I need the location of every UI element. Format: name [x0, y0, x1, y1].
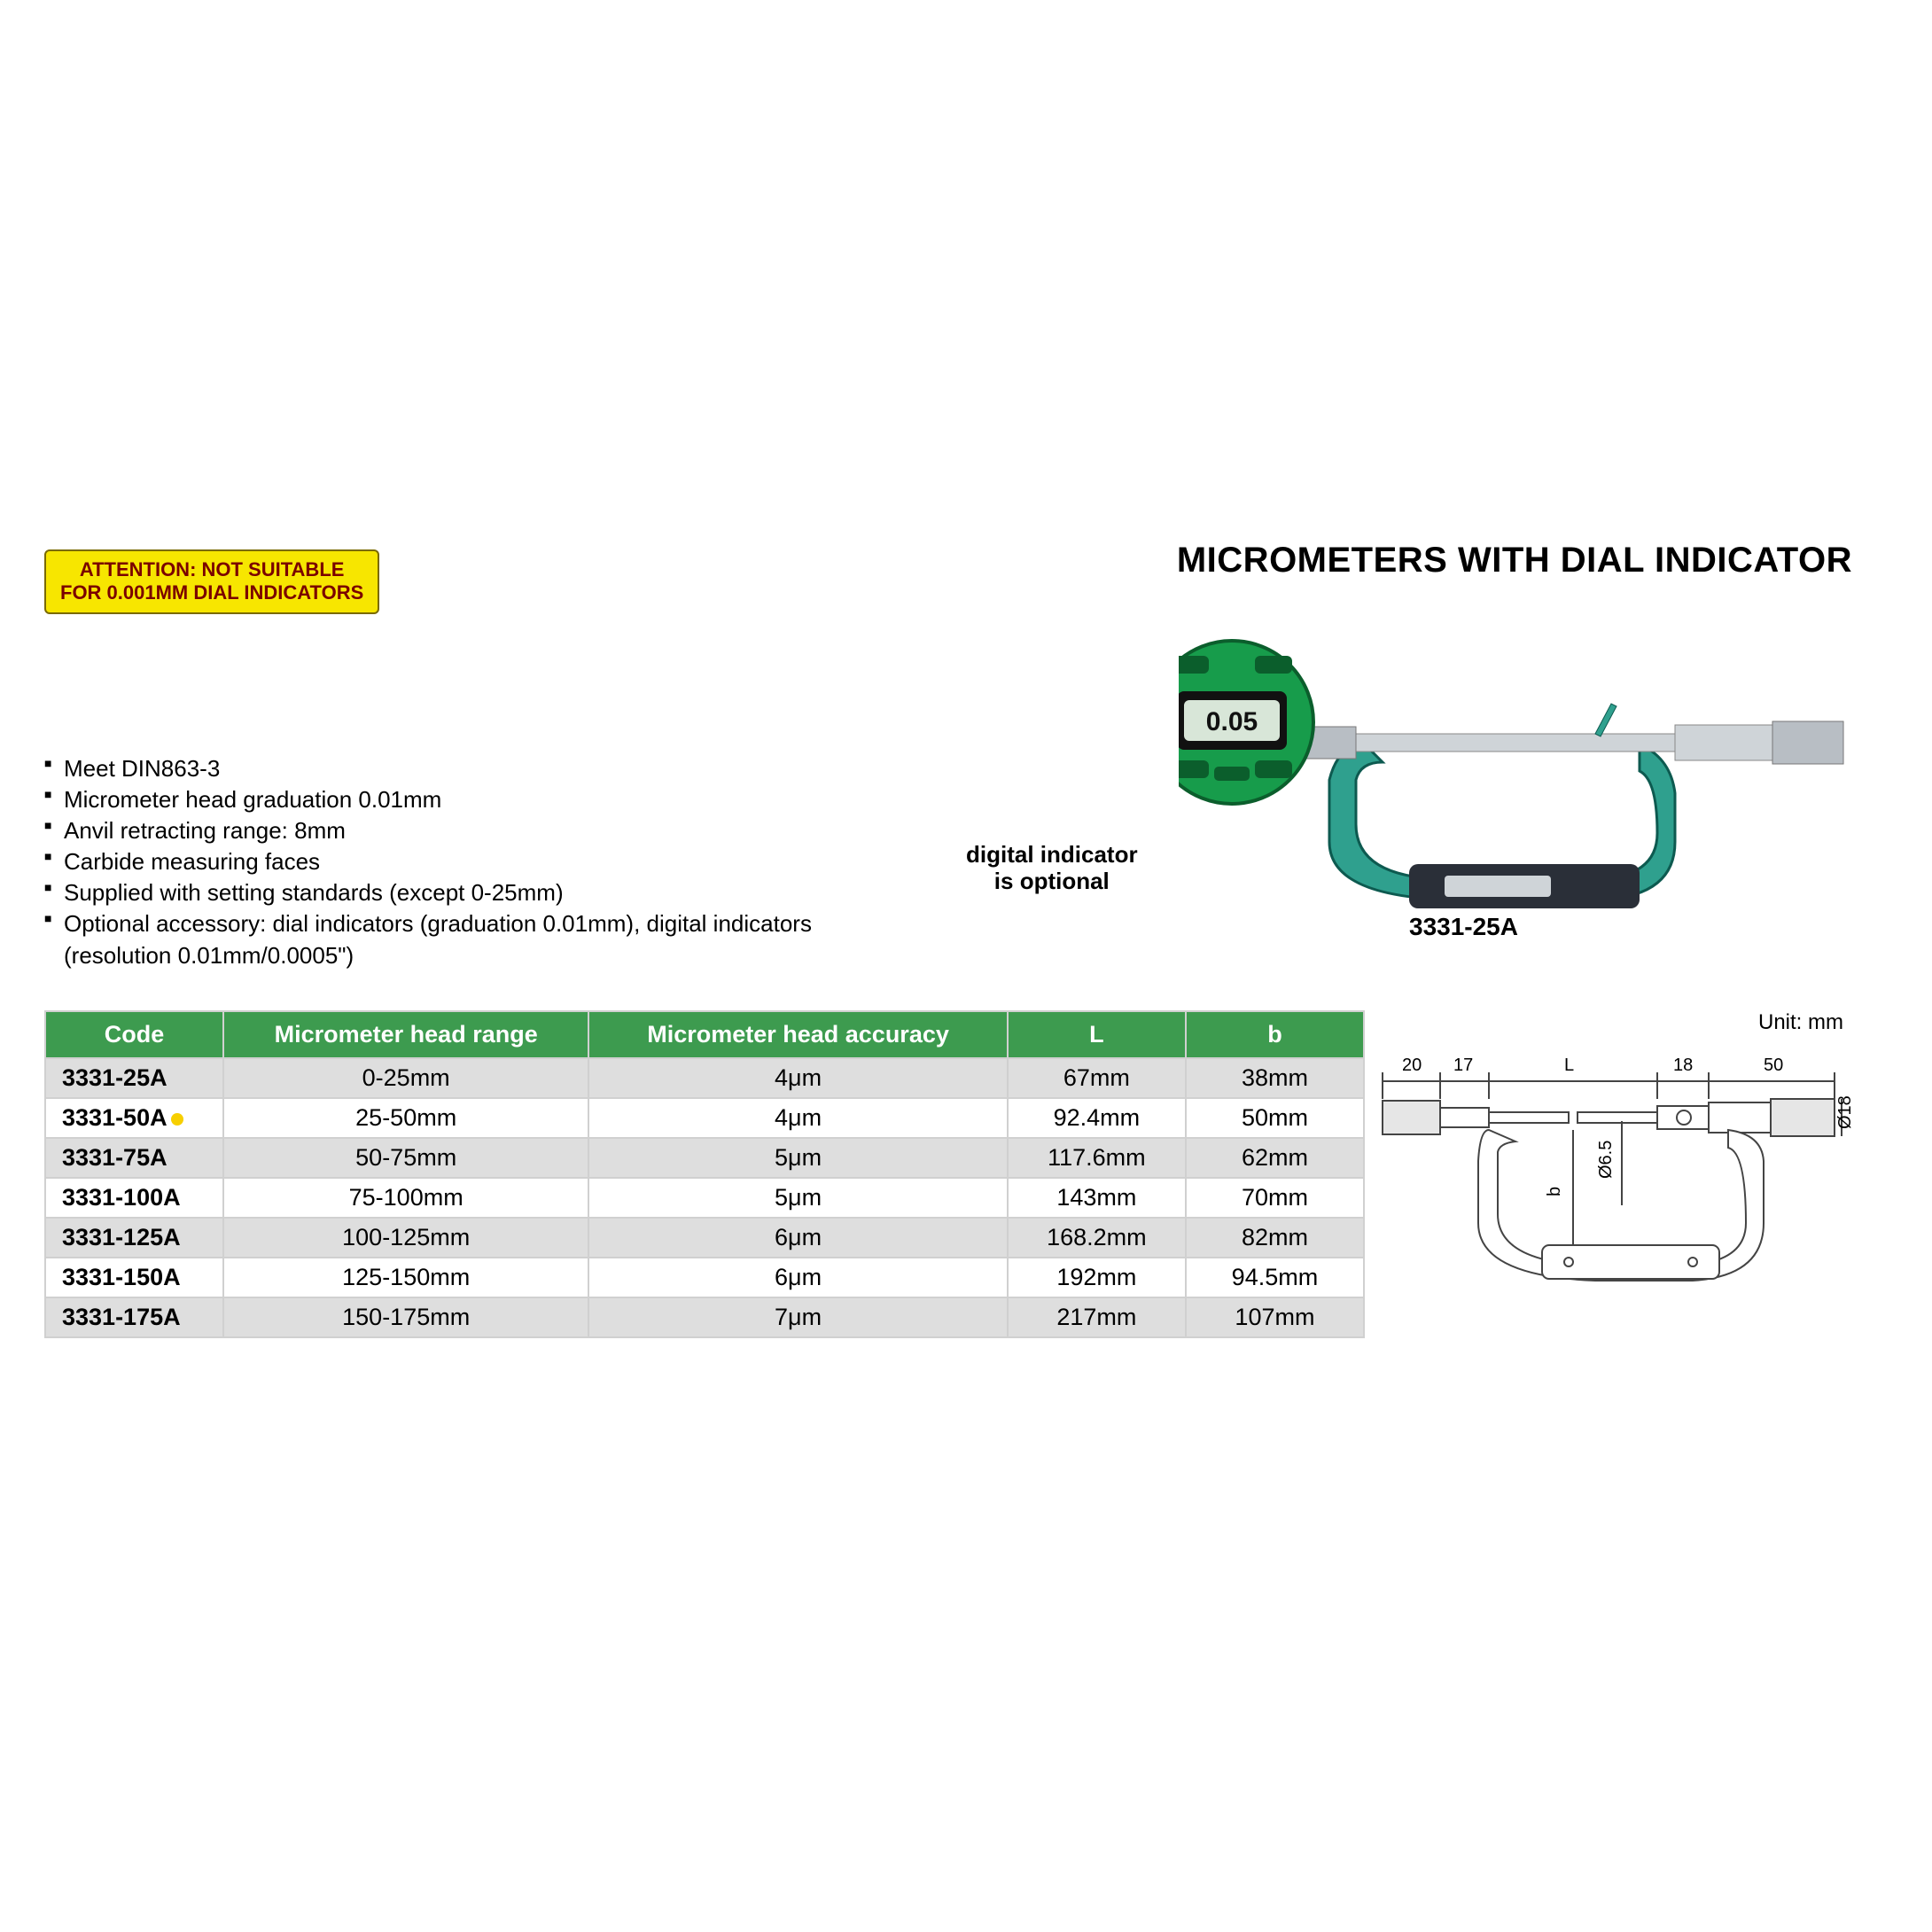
table-cell: 125-150mm: [223, 1258, 588, 1297]
unit-label: Unit: mm: [1758, 1010, 1843, 1035]
table-cell: 192mm: [1008, 1258, 1186, 1297]
table-cell: 82mm: [1186, 1218, 1364, 1258]
table-cell: 117.6mm: [1008, 1138, 1186, 1178]
table-cell: 3331-25A: [45, 1058, 223, 1098]
model-label: 3331-25A: [1409, 913, 1518, 941]
table-header-row: Code Micrometer head range Micrometer he…: [45, 1011, 1364, 1058]
product-illustration: 0.05 digital indicator is optional 3331-…: [913, 603, 1852, 939]
micrometer-icon: 0.05: [1179, 638, 1852, 922]
table-cell: 0-25mm: [223, 1058, 588, 1098]
feature-item: Optional accessory: dial indicators (gra…: [44, 908, 860, 970]
svg-text:50: 50: [1764, 1056, 1783, 1075]
table-row: 3331-75A50-75mm5μm117.6mm62mm: [45, 1138, 1364, 1178]
table-cell: 3331-100A: [45, 1178, 223, 1218]
table-row: 3331-50A25-50mm4μm92.4mm50mm: [45, 1098, 1364, 1138]
svg-text:Ø6.5: Ø6.5: [1596, 1141, 1616, 1179]
table-cell: 5μm: [588, 1178, 1008, 1218]
table-row: 3331-175A150-175mm7μm217mm107mm: [45, 1297, 1364, 1337]
col-b: b: [1186, 1011, 1364, 1058]
table-cell: 38mm: [1186, 1058, 1364, 1098]
table-cell: 67mm: [1008, 1058, 1186, 1098]
table-cell: 3331-125A: [45, 1218, 223, 1258]
table-cell: 7μm: [588, 1297, 1008, 1337]
feature-list: Meet DIN863-3 Micrometer head graduation…: [44, 753, 931, 971]
svg-text:b: b: [1545, 1187, 1564, 1196]
svg-text:18: 18: [1673, 1056, 1693, 1075]
table-row: 3331-100A75-100mm5μm143mm70mm: [45, 1178, 1364, 1218]
col-code: Code: [45, 1011, 223, 1058]
table-row: 3331-125A100-125mm6μm168.2mm82mm: [45, 1218, 1364, 1258]
spec-table: Code Micrometer head range Micrometer he…: [44, 1010, 1365, 1338]
table-cell: 62mm: [1186, 1138, 1364, 1178]
table-cell: 4μm: [588, 1098, 1008, 1138]
table-cell: 50mm: [1186, 1098, 1364, 1138]
feature-item: Anvil retracting range: 8mm: [44, 815, 931, 846]
col-range: Micrometer head range: [223, 1011, 588, 1058]
table-cell: 50-75mm: [223, 1138, 588, 1178]
table-cell: 168.2mm: [1008, 1218, 1186, 1258]
table-cell: 100-125mm: [223, 1218, 588, 1258]
table-cell: 25-50mm: [223, 1098, 588, 1138]
indicator-note: digital indicator is optional: [966, 842, 1138, 895]
indicator-display: 0.05: [1206, 707, 1258, 736]
table-cell: 3331-175A: [45, 1297, 223, 1337]
feature-item: Micrometer head graduation 0.01mm: [44, 784, 931, 815]
table-cell: 6μm: [588, 1258, 1008, 1297]
table-row: 3331-150A125-150mm6μm192mm94.5mm: [45, 1258, 1364, 1297]
table-cell: 6μm: [588, 1218, 1008, 1258]
feature-item: Carbide measuring faces: [44, 846, 931, 877]
page-title: MICROMETERS WITH DIAL INDICATOR: [1177, 541, 1852, 580]
table-cell: 3331-150A: [45, 1258, 223, 1297]
col-accuracy: Micrometer head accuracy: [588, 1011, 1008, 1058]
table-cell: 150-175mm: [223, 1297, 588, 1337]
table-cell: 4μm: [588, 1058, 1008, 1098]
table-cell: 70mm: [1186, 1178, 1364, 1218]
attention-badge: ATTENTION: NOT SUITABLE FOR 0.001MM DIAL…: [44, 549, 379, 614]
table-cell: 217mm: [1008, 1297, 1186, 1337]
table-cell: 92.4mm: [1008, 1098, 1186, 1138]
col-L: L: [1008, 1011, 1186, 1058]
table-cell: 94.5mm: [1186, 1258, 1364, 1297]
feature-item: Meet DIN863-3: [44, 753, 931, 784]
table-cell: 143mm: [1008, 1178, 1186, 1218]
table-cell: 5μm: [588, 1138, 1008, 1178]
dimension-diagram: 20 17 L 18 50 b: [1374, 1046, 1852, 1312]
attention-line1: ATTENTION: NOT SUITABLE: [60, 558, 363, 581]
highlight-dot-icon: [171, 1113, 183, 1126]
table-cell: 3331-50A: [45, 1098, 223, 1138]
svg-text:17: 17: [1453, 1056, 1473, 1075]
table-cell: 75-100mm: [223, 1178, 588, 1218]
svg-text:L: L: [1564, 1056, 1574, 1075]
svg-text:20: 20: [1402, 1056, 1422, 1075]
table-cell: 107mm: [1186, 1297, 1364, 1337]
svg-text:Ø18: Ø18: [1835, 1095, 1852, 1129]
feature-item: Supplied with setting standards (except …: [44, 877, 931, 908]
table-row: 3331-25A0-25mm4μm67mm38mm: [45, 1058, 1364, 1098]
table-cell: 3331-75A: [45, 1138, 223, 1178]
attention-line2: FOR 0.001MM DIAL INDICATORS: [60, 581, 363, 604]
